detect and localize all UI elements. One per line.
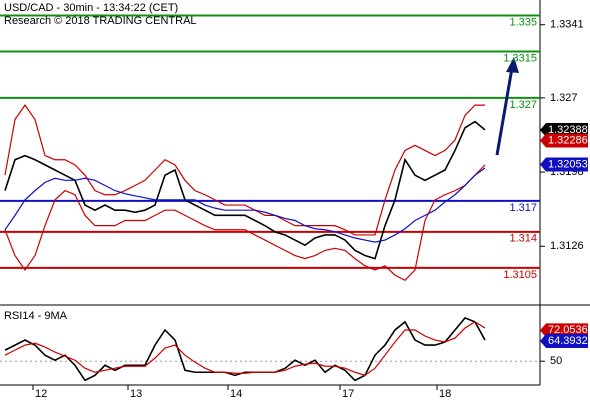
- series-line: [4, 120, 486, 260]
- chart-subtitle: Research © 2018 TRADING CENTRAL: [4, 15, 197, 27]
- x-tick-label: 12: [35, 388, 47, 400]
- price-marker-label: 1.32286: [548, 134, 588, 146]
- arrow-head: [506, 57, 519, 73]
- level-label: 1.317: [509, 202, 537, 214]
- series-line: [4, 316, 486, 382]
- series-line: [4, 164, 486, 282]
- x-tick-label: 13: [130, 388, 142, 400]
- level-label: 1.327: [509, 99, 537, 111]
- y-tick-label: 1.3341: [550, 19, 584, 31]
- price-marker: [540, 157, 588, 172]
- level-label: 1.335: [509, 16, 537, 28]
- price-marker-label: 1.32388: [548, 124, 588, 136]
- forecast-arrow: [495, 67, 514, 156]
- y-tick-label: 1.327: [550, 92, 578, 104]
- level-label: 1.3105: [503, 269, 537, 281]
- price-marker: [540, 323, 588, 338]
- price-marker: [540, 133, 588, 148]
- price-marker-label: 1.32053: [548, 158, 588, 170]
- level-label: 1.3315: [503, 52, 537, 64]
- y-tick-label: 1.3126: [550, 240, 584, 252]
- price-marker-label: 64.3932: [548, 335, 588, 347]
- price-marker-label: 72.0536: [548, 324, 588, 336]
- x-tick-label: 18: [439, 388, 451, 400]
- price-marker: [540, 123, 588, 138]
- level-label: 1.314: [509, 233, 537, 245]
- series-line: [4, 167, 486, 243]
- y-tick-label: 50: [550, 355, 562, 367]
- x-tick-label: 14: [230, 388, 242, 400]
- x-tick-label: 17: [342, 388, 354, 400]
- series-line: [4, 104, 485, 236]
- price-marker: [540, 334, 588, 349]
- series-line: [4, 321, 486, 377]
- plot: [0, 14, 540, 382]
- rsi-title: RSI14 - 9MA: [4, 310, 68, 322]
- chart-title: USD/CAD - 30min - 13:34:22 (CET): [4, 2, 178, 14]
